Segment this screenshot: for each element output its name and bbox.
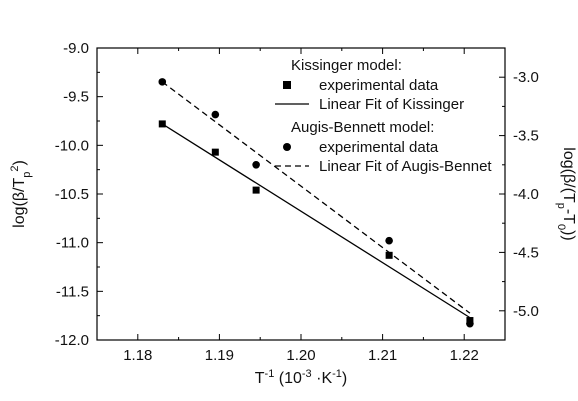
kissinger-fit-line <box>161 123 471 319</box>
legend-circle-marker <box>283 143 291 151</box>
y-left-axis-title: log(β/Tp2) <box>9 160 33 228</box>
legend: Kissinger model: experimental data Linea… <box>275 57 492 175</box>
kissinger-data-point <box>252 186 260 194</box>
legend-square-marker <box>283 81 291 89</box>
augis-bennett-data-point <box>211 110 220 119</box>
x-tick-label: 1.19 <box>205 347 234 364</box>
legend-label-augis-fit: Linear Fit of Augis-Bennet <box>319 158 492 175</box>
legend-group-title-kissinger: Kissinger model: <box>291 57 402 74</box>
x-tick-labels: 1.18 1.19 1.20 1.21 1.22 <box>123 347 479 364</box>
x-tick-label: 1.22 <box>450 347 479 364</box>
y-right-tick-label: -5.0 <box>513 303 539 320</box>
y-left-tick-label: -11.0 <box>56 235 89 252</box>
y-right-tick-label: -3.0 <box>513 69 539 86</box>
y-right-tick-label: -4.5 <box>513 244 539 261</box>
kissinger-data-point <box>211 148 219 156</box>
y-right-tick-label: -4.0 <box>513 186 539 203</box>
x-tick-label: 1.20 <box>286 347 315 364</box>
legend-label-kissinger-data: experimental data <box>319 77 439 94</box>
augis-bennett-fit-line <box>161 81 471 314</box>
y-left-tick-labels: -9.0 -9.5 -10.0 -10.5 -11.0 -11.5 -12.0 <box>55 40 89 349</box>
y-left-tick-label: -10.5 <box>55 186 89 203</box>
y-left-tick-label: -10.0 <box>55 137 89 154</box>
x-axis-title: T-1 (10-3 ·K-1) <box>255 368 347 387</box>
y-right-axis-title: log(β/(Tp-T0)) <box>555 147 577 240</box>
legend-label-augis-data: experimental data <box>319 139 439 156</box>
legend-group-title-augis: Augis-Bennett model: <box>291 119 434 136</box>
plot-frame <box>96 47 506 341</box>
augis-bennett-data-point <box>252 161 260 169</box>
y-right-tick-labels: -3.0 -3.5 -4.0 -4.5 -5.0 <box>513 69 539 320</box>
kissinger-data-point <box>385 251 393 259</box>
legend-label-kissinger-fit: Linear Fit of Kissinger <box>319 96 464 113</box>
axis-ticks <box>96 47 506 341</box>
y-left-tick-label: -11.5 <box>56 283 89 300</box>
y-left-tick-label: -12.0 <box>55 332 89 349</box>
x-tick-label: 1.21 <box>368 347 397 364</box>
y-right-tick-label: -3.5 <box>513 128 539 145</box>
augis-bennett-data-point <box>466 319 474 328</box>
y-left-tick-label: -9.0 <box>63 40 89 57</box>
y-left-tick-label: -9.5 <box>63 89 89 106</box>
augis-bennett-data-point <box>385 236 393 245</box>
series-layer <box>158 78 474 328</box>
x-tick-label: 1.18 <box>123 347 152 364</box>
